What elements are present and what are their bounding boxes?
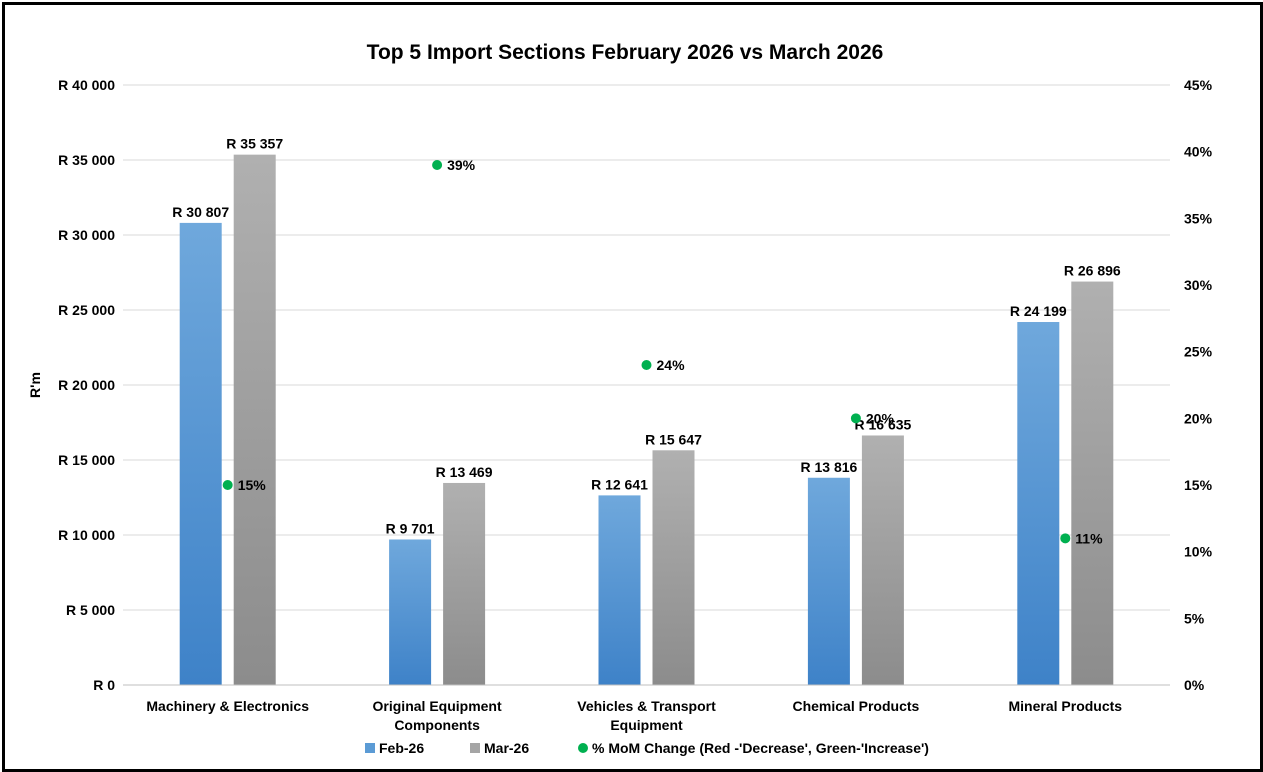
y-tick-label: R 5 000 [66,602,115,618]
mom-value-label: 15% [238,477,267,493]
x-tick-label: Vehicles & Transport [577,698,716,714]
legend-label: % MoM Change (Red -'Decrease', Green-'In… [592,740,929,756]
chart-svg: Top 5 Import Sections February 2026 vs M… [27,41,1213,756]
y-tick-label: R 30 000 [58,227,115,243]
axes: R 0 R 5 000 R 10 000 R 15 000 R 20 000 R 25 0… [27,77,1213,733]
bar-value-label: R 9 701 [386,520,435,536]
y2-tick-label: 35% [1184,210,1213,226]
x-tick-label: Original Equipment [373,698,502,714]
y-tick-label: R 40 000 [58,77,115,93]
bar-value-label: R 15 647 [645,431,702,447]
y2-tick-label: 45% [1184,77,1213,93]
bar-mar-26 [861,435,904,685]
bar-value-label: R 35 357 [226,136,283,152]
mom-value-label: 24% [657,357,686,373]
bar-group [179,154,1114,685]
chart-title: Top 5 Import Sections February 2026 vs M… [367,41,884,64]
y-axis-title: R'm [27,372,43,398]
legend-label: Feb-26 [379,740,424,756]
bar-value-label: R 24 199 [1010,303,1067,319]
bar-value-label: R 30 807 [172,204,229,220]
bar-value-label: R 26 896 [1064,263,1121,279]
y-tick-label: R 10 000 [58,527,115,543]
x-tick-label: Equipment [610,717,683,733]
y2-tick-label: 15% [1184,477,1213,493]
y2-tick-label: 5% [1184,610,1205,626]
x-tick-label: Components [394,717,480,733]
x-tick-label: Mineral Products [1009,698,1123,714]
mom-points [222,160,1071,544]
mom-point [850,413,861,424]
bar-mar-26 [652,450,695,685]
y2-tick-label: 40% [1184,144,1213,160]
mom-point [1060,533,1071,544]
y2-tick-label: 30% [1184,277,1213,293]
bar-feb-26 [179,222,222,685]
mom-point [222,480,233,490]
x-tick-label: Chemical Products [792,698,919,714]
y2-tick-label: 0% [1184,677,1205,693]
legend-label: Mar-26 [484,740,529,756]
mom-point [432,160,443,170]
data-labels: R 30 807 R 35 357 15% R 9 701 R 13 469 39% R 1… [172,136,1121,547]
bar-feb-26 [1017,322,1060,685]
bar-feb-26 [807,477,850,685]
y-tick-label: R 0 [93,677,115,693]
grid-lines [123,84,1170,686]
mom-value-label: 39% [447,157,476,173]
mom-value-label: 20% [866,410,895,426]
bar-mar-26 [233,154,276,685]
legend-swatch-feb-26 [365,743,375,753]
bar-value-label: R 12 641 [591,476,648,492]
bar-value-label: R 13 469 [436,464,493,480]
y-tick-label: R 25 000 [58,302,115,318]
bar-feb-26 [389,539,432,685]
bar-value-label: R 16 635 [854,416,911,432]
y2-tick-label: 10% [1184,544,1213,560]
y-tick-label: R 35 000 [58,152,115,168]
bar-value-label: R 13 816 [800,459,857,475]
y-tick-label: R 15 000 [58,452,115,468]
x-tick-label: Machinery & Electronics [146,698,309,714]
legend-swatch-mar-26 [470,743,480,753]
bar-mar-26 [443,482,486,685]
y-tick-label: R 20 000 [58,377,115,393]
mom-point [641,360,652,370]
y2-tick-label: 20% [1184,410,1213,426]
bar-feb-26 [598,495,641,685]
bar-mar-26 [1071,281,1114,685]
mom-value-label: 11% [1075,530,1103,546]
y2-tick-label: 25% [1184,344,1213,360]
legend-swatch-mom [578,743,588,753]
legend: Feb-26 Mar-26 % MoM Change (Red -'Decrease… [365,740,929,756]
